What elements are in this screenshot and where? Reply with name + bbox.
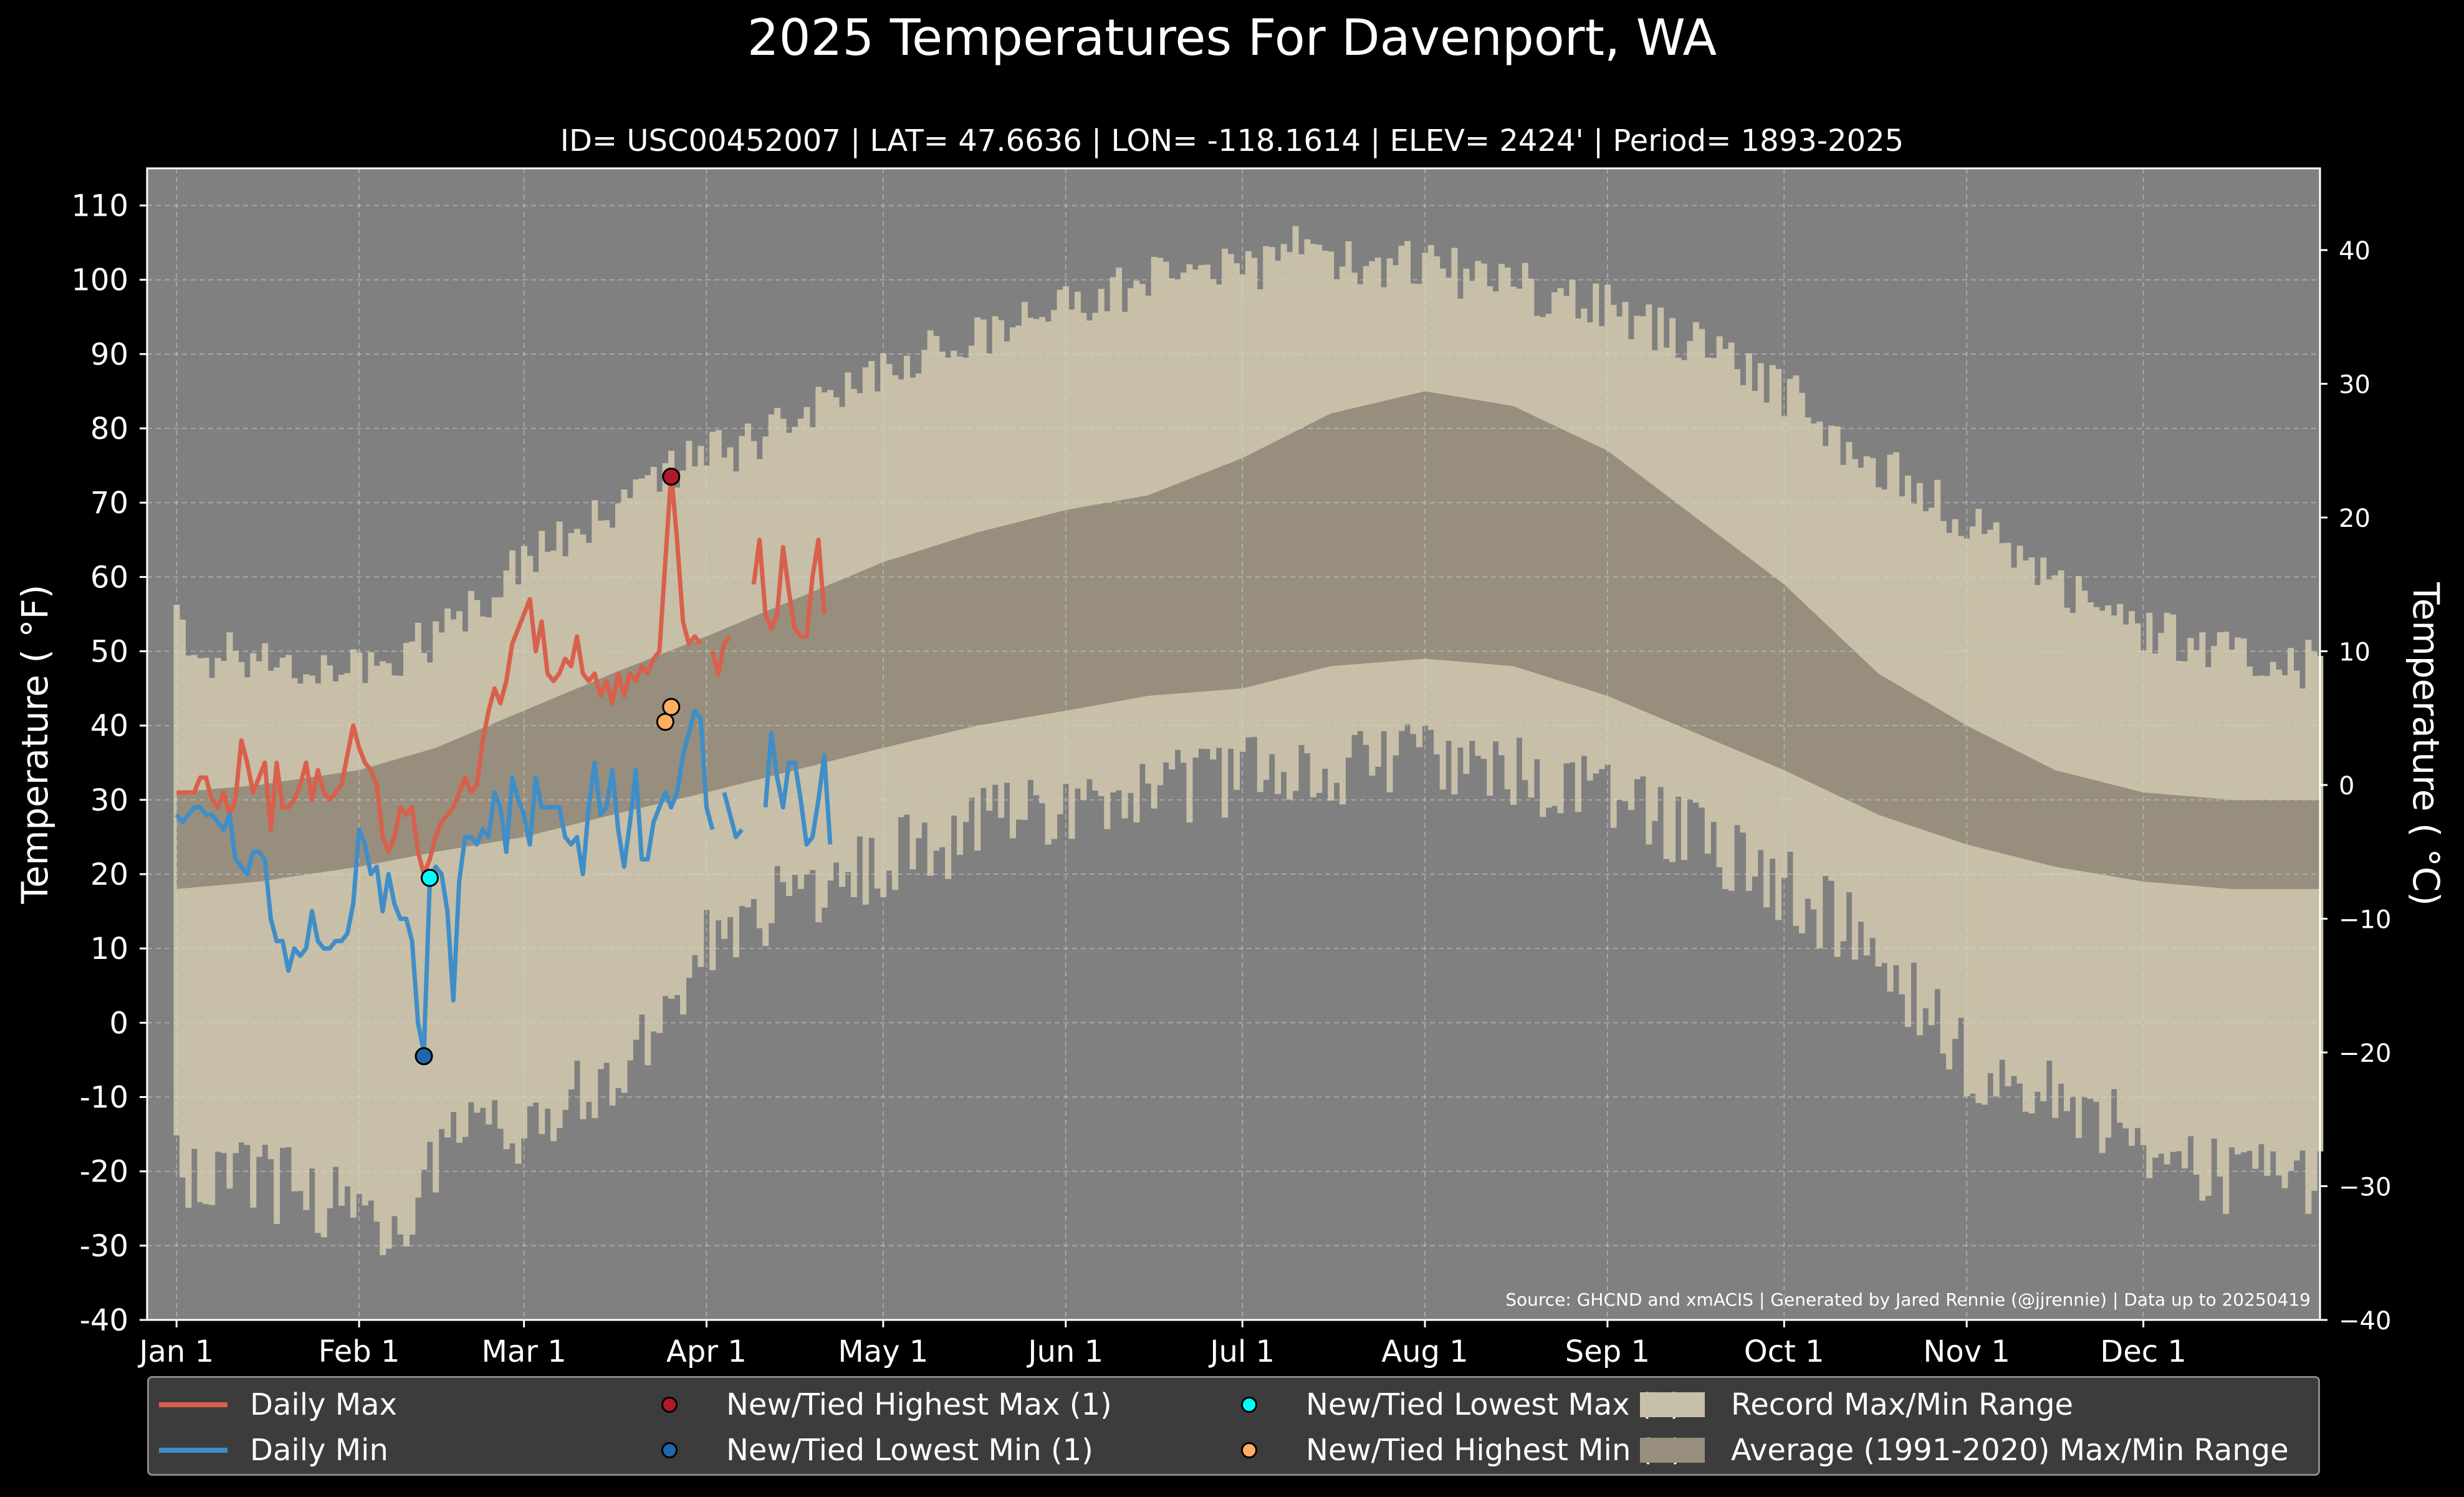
y-tick-label-right: 0 <box>2339 772 2354 801</box>
legend-label: Daily Max <box>250 1387 397 1422</box>
y-tick-label-left: 20 <box>90 857 128 892</box>
y-tick-label-right: −10 <box>2339 906 2391 935</box>
legend-marker-highest-max <box>661 1397 678 1413</box>
y-tick-label-left: 100 <box>71 263 128 298</box>
x-tick-label: Jul 1 <box>1208 1334 1275 1369</box>
y-tick-label-left: -30 <box>80 1229 128 1264</box>
x-tick-label: Feb 1 <box>319 1334 400 1369</box>
legend-item-daily-min: Daily Min <box>159 1428 388 1472</box>
x-tick-label: Jan 1 <box>137 1334 214 1369</box>
chart-subtitle: ID= USC00452007 | LAT= 47.6636 | LON= -1… <box>560 123 1904 158</box>
x-tick-label: Oct 1 <box>1744 1334 1824 1369</box>
y-tick-label-right: 30 <box>2339 371 2371 400</box>
average-range-band <box>176 391 2321 889</box>
record-marker <box>656 713 674 731</box>
y-tick-label-right: −40 <box>2339 1307 2391 1336</box>
y-tick-label-left: 110 <box>71 189 128 224</box>
legend-item-record-range: Record Max/Min Range <box>1640 1383 2073 1427</box>
record-marker <box>662 468 681 486</box>
y-tick-label-left: 10 <box>90 931 128 966</box>
y-axis-label-celsius: Temperature ( °C) <box>2405 582 2447 906</box>
legend-marker-lowest-max <box>1241 1397 1257 1413</box>
x-tick-label: Jun 1 <box>1026 1334 1103 1369</box>
record-marker <box>415 1047 433 1066</box>
y-tick-label-left: 90 <box>90 337 128 372</box>
legend: Daily Max Daily Min New/Tied Highest Max… <box>147 1376 2320 1476</box>
x-tick-label: Apr 1 <box>666 1334 747 1369</box>
legend-item-daily-max: Daily Max <box>159 1383 397 1427</box>
record-marker <box>662 698 681 716</box>
x-tick-label: Mar 1 <box>481 1334 566 1369</box>
legend-patch-record <box>1640 1392 1705 1417</box>
legend-item-highest-max: New/Tied Highest Max (1) <box>635 1383 1112 1427</box>
y-tick-label-left: 40 <box>90 709 128 744</box>
chart-title: 2025 Temperatures For Davenport, WA <box>747 9 1717 67</box>
record-range-band <box>173 226 2324 1256</box>
y-tick-label-left: 50 <box>90 635 128 670</box>
source-note: Source: GHCND and xmACIS | Generated by … <box>1505 1289 2311 1310</box>
y-tick-label-left: 70 <box>90 486 128 521</box>
x-tick-label: Dec 1 <box>2100 1334 2187 1369</box>
record-marker <box>420 869 439 887</box>
legend-item-highest-min: New/Tied Highest Min (2) <box>1215 1428 1683 1472</box>
legend-marker-lowest-min <box>661 1442 678 1458</box>
y-tick-label-right: 20 <box>2339 504 2371 533</box>
y-tick-label-left: 60 <box>90 560 128 595</box>
legend-item-average-range: Average (1991-2020) Max/Min Range <box>1640 1428 2289 1472</box>
y-tick-label-right: 10 <box>2339 638 2371 667</box>
y-tick-label-left: -20 <box>80 1155 128 1190</box>
x-tick-label: May 1 <box>838 1334 928 1369</box>
legend-label: New/Tied Highest Min (2) <box>1306 1433 1683 1468</box>
y-axis-label-fahrenheit: Temperature ( °F) <box>14 585 56 905</box>
y-tick-label-right: −20 <box>2339 1039 2391 1068</box>
y-tick-label-left: -40 <box>80 1303 128 1338</box>
y-tick-label-left: 0 <box>109 1006 128 1041</box>
legend-swatch-daily-min <box>159 1448 228 1453</box>
y-tick-label-left: 30 <box>90 783 128 818</box>
x-tick-label: Nov 1 <box>1923 1334 2010 1369</box>
legend-swatch-daily-max <box>159 1402 228 1407</box>
y-tick-label-left: 80 <box>90 412 128 446</box>
legend-patch-average <box>1640 1438 1705 1463</box>
x-tick-label: Sep 1 <box>1565 1334 1650 1369</box>
legend-marker-highest-min <box>1241 1442 1257 1458</box>
legend-item-lowest-max: New/Tied Lowest Max (1) <box>1215 1383 1682 1427</box>
legend-item-lowest-min: New/Tied Lowest Min (1) <box>635 1428 1093 1472</box>
daily-max-line <box>176 471 827 877</box>
y-tick-label-right: −30 <box>2339 1173 2391 1202</box>
legend-label: New/Tied Lowest Min (1) <box>726 1433 1093 1468</box>
legend-label: New/Tied Highest Max (1) <box>726 1387 1112 1422</box>
x-tick-label: Aug 1 <box>1381 1334 1469 1369</box>
legend-label: Daily Min <box>250 1433 388 1468</box>
y-tick-label-right: 40 <box>2339 237 2371 266</box>
legend-label: Record Max/Min Range <box>1731 1387 2074 1422</box>
daily-min-line <box>175 708 833 1055</box>
legend-label: New/Tied Lowest Max (1) <box>1306 1387 1682 1422</box>
y-tick-label-left: -10 <box>80 1081 128 1115</box>
legend-label: Average (1991-2020) Max/Min Range <box>1731 1433 2289 1468</box>
plot-frame <box>146 167 2321 1321</box>
